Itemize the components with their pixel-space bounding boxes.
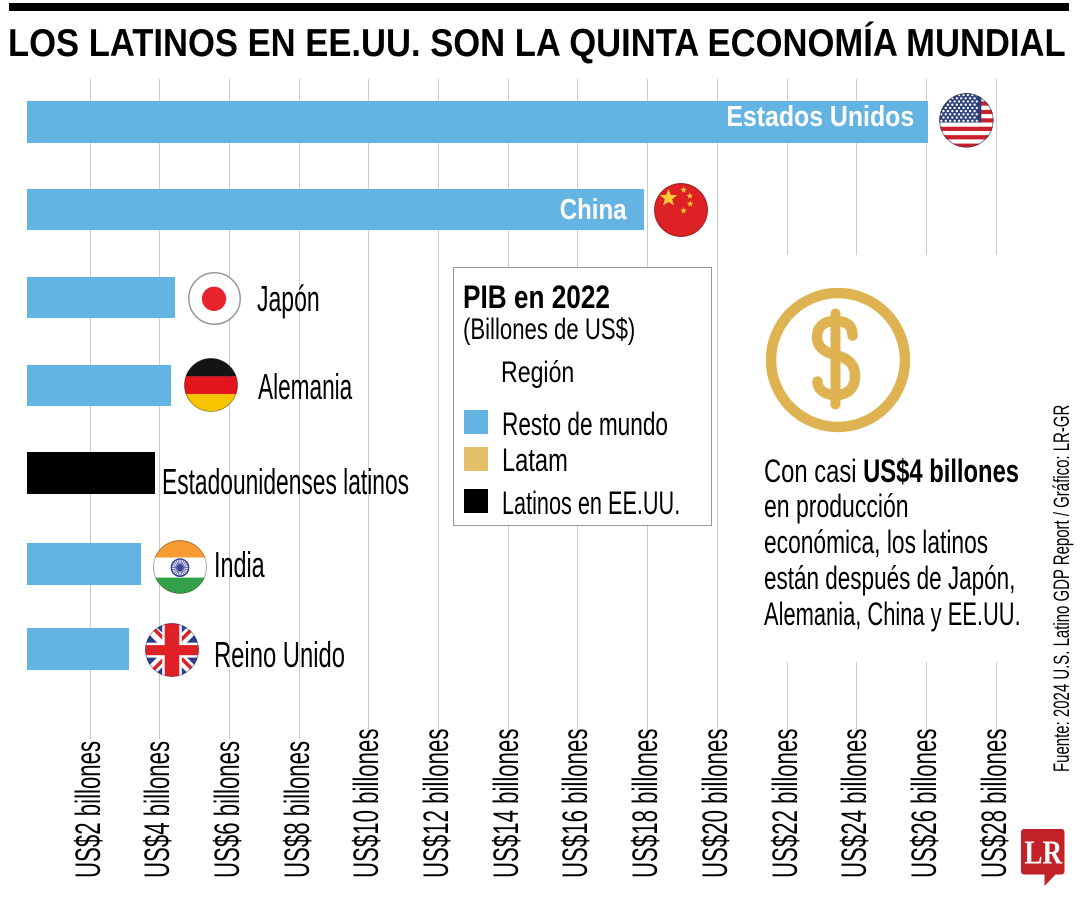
svg-text:LR: LR — [1024, 834, 1062, 872]
